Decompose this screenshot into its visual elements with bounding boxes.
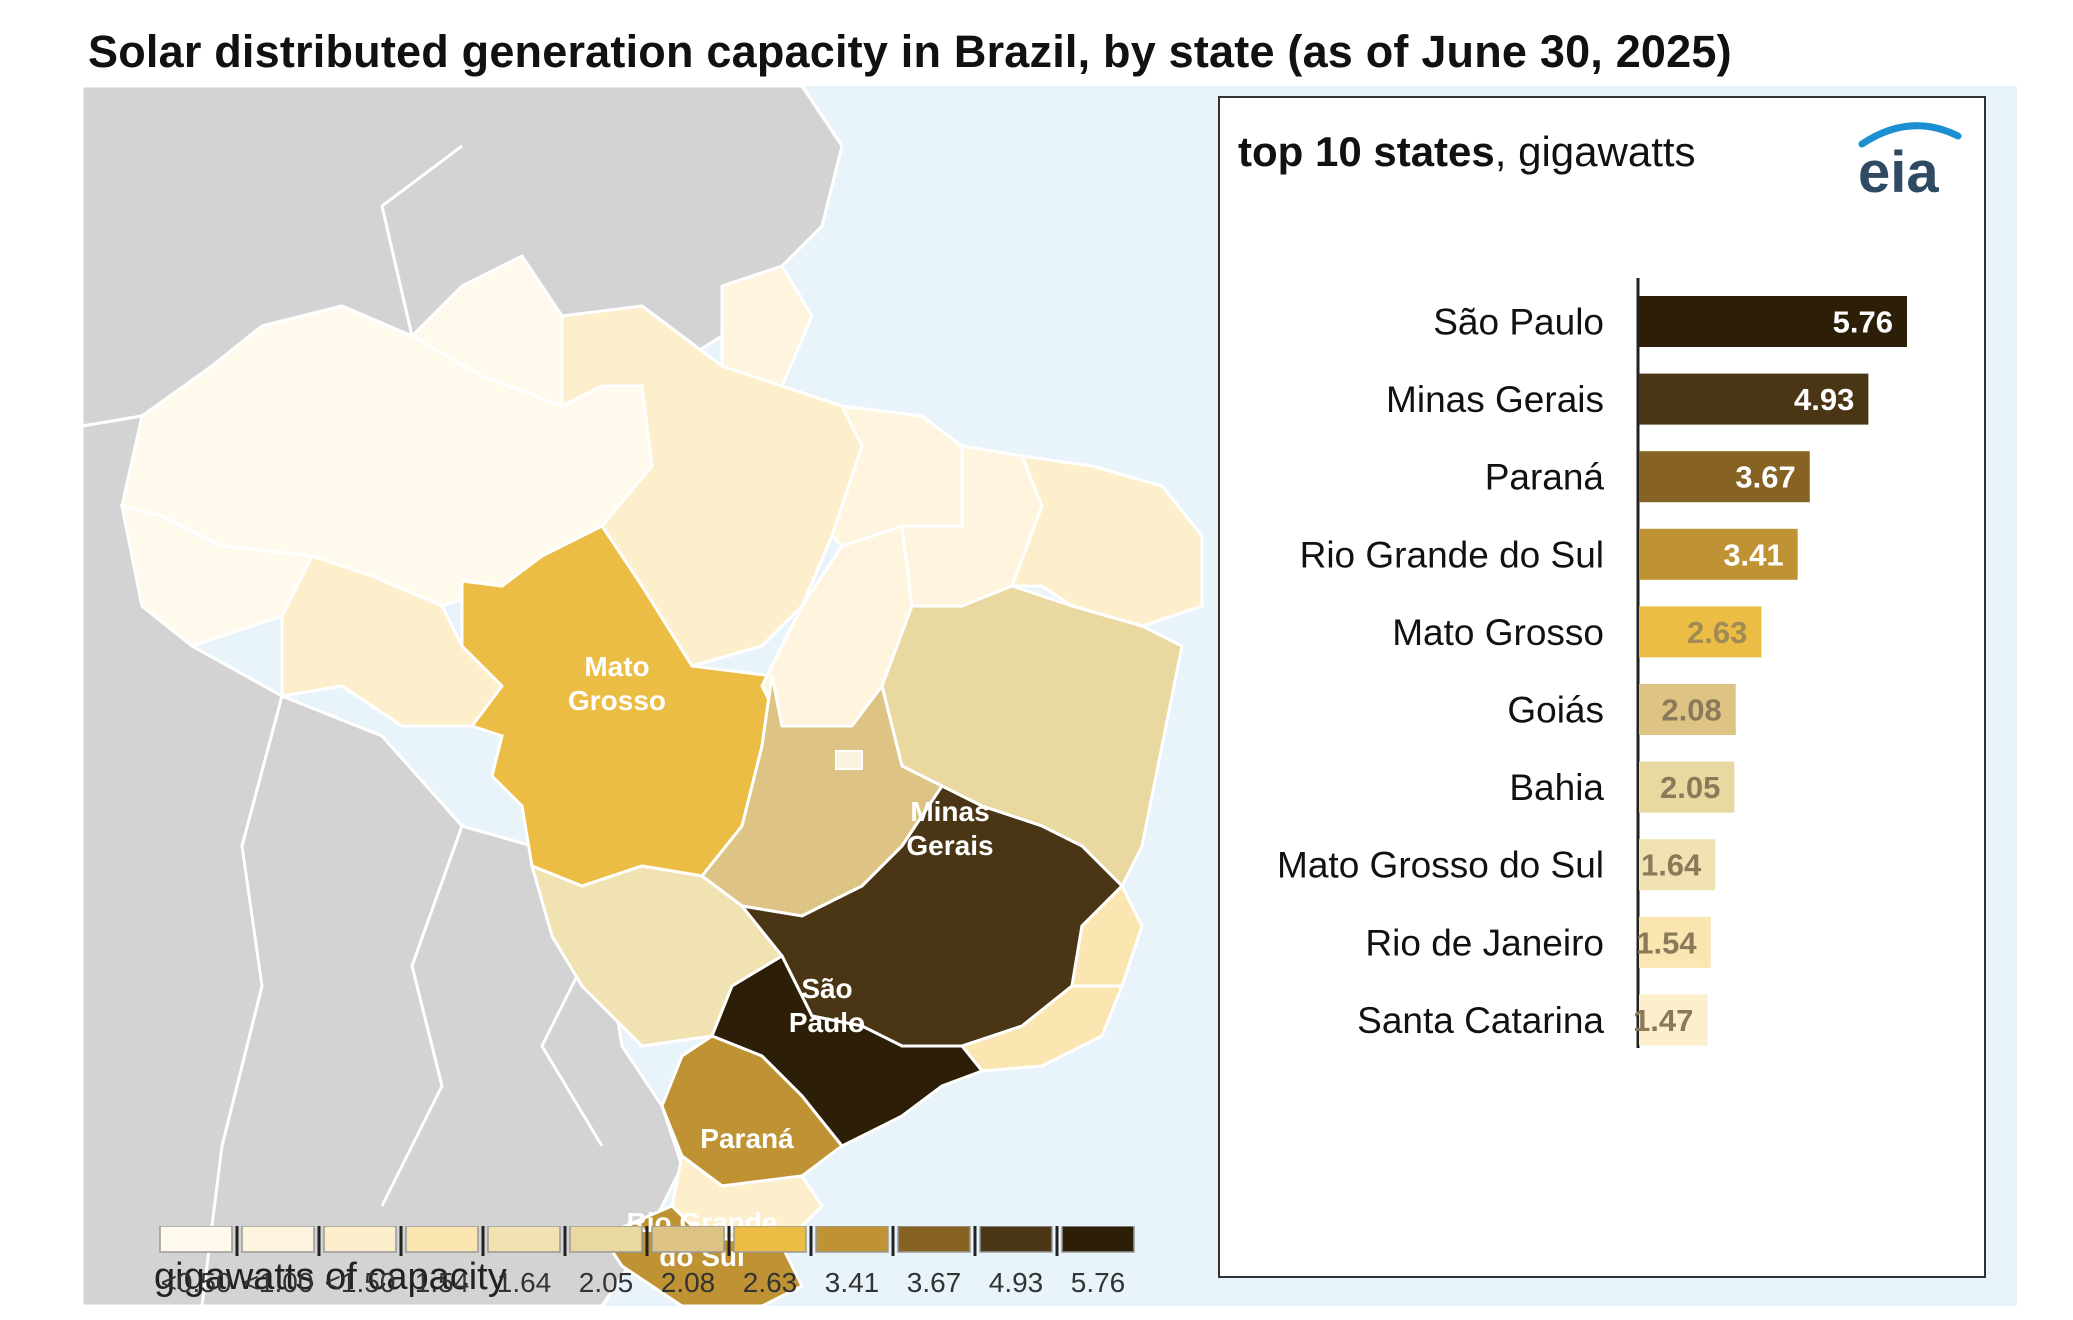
legend-swatch	[733, 1226, 807, 1253]
legend-label: 2.05	[579, 1267, 634, 1298]
legend-swatch	[569, 1226, 643, 1253]
map-legend: <0.50 <1.00 <1.50 1.54 1.64 2.05 2.08 2.63 3.41 3…	[159, 1226, 1135, 1298]
bar	[1639, 761, 1735, 813]
legend-swatch	[323, 1226, 397, 1253]
eia-logo-icon: eia	[1858, 122, 1962, 202]
legend-swatch	[979, 1226, 1053, 1253]
chart-heading: top 10 states, gigawatts	[1238, 128, 1696, 176]
bar-value-label: 3.41	[1723, 537, 1783, 572]
bar-value-label: 2.08	[1661, 693, 1721, 728]
bar	[1639, 684, 1736, 735]
legend-swatch	[897, 1226, 971, 1253]
bar-value-label: 1.54	[1636, 925, 1697, 960]
category-label: Mato Grosso do Sul	[1277, 845, 1604, 886]
bar	[1639, 994, 1708, 1046]
category-label: Bahia	[1509, 767, 1604, 808]
label-mato-grosso: Mato Grosso	[568, 651, 666, 716]
legend-swatch	[815, 1226, 889, 1253]
neighbor-country-border-1	[200, 695, 284, 1306]
bar-value-label: 5.76	[1833, 305, 1893, 340]
legend-label: <0.50	[161, 1267, 232, 1298]
category-label: São Paulo	[1433, 302, 1604, 343]
legend-swatch	[1061, 1226, 1135, 1253]
legend-swatch	[651, 1226, 725, 1253]
bar-chart-panel: top 10 states, gigawatts eia São Paulo 5.…	[1218, 96, 1986, 1278]
category-label: Rio Grande do Sul	[1300, 534, 1604, 575]
legend-swatch	[159, 1226, 233, 1253]
state-rio-de-janeiro	[959, 984, 1125, 1073]
brazil-map: Mato Grosso Minas Gerais São Paulo Paraná R…	[82, 86, 1204, 1306]
bar	[1639, 451, 1810, 503]
bar	[1639, 373, 1869, 425]
svg-text:eia: eia	[1858, 140, 1939, 202]
bar-value-label: 1.64	[1641, 848, 1702, 883]
legend-swatch	[241, 1226, 315, 1253]
legend-label: 2.63	[743, 1267, 798, 1298]
legend-label: 2.08	[661, 1267, 716, 1298]
legend-swatch	[487, 1226, 561, 1253]
state-espirito-santo	[1070, 883, 1144, 988]
chart-title: Solar distributed generation capacity in…	[88, 26, 1732, 77]
legend-label: 3.67	[907, 1267, 962, 1298]
federal-district	[835, 750, 863, 770]
label-parana: Paraná	[700, 1123, 794, 1154]
bar	[1639, 916, 1711, 968]
legend-title: gigawatts of capacity	[154, 1256, 507, 1298]
bar-value-label: 3.67	[1735, 460, 1795, 495]
bar-value-label: 2.05	[1660, 770, 1720, 805]
legend-label: 1.64	[497, 1267, 552, 1298]
state-parana	[660, 1034, 845, 1188]
label-minas-gerais: Minas Gerais	[906, 796, 993, 861]
category-label: Minas Gerais	[1386, 379, 1604, 420]
category-label: Paraná	[1485, 457, 1605, 498]
bar	[1639, 296, 1907, 347]
legend-swatch	[405, 1226, 479, 1253]
bar-value-label: 1.47	[1633, 1003, 1693, 1038]
neighbor-country-border-3	[380, 144, 463, 337]
category-label: Goiás	[1507, 690, 1604, 731]
legend-label: 4.93	[989, 1267, 1044, 1298]
bar	[1639, 839, 1716, 891]
bar-value-label: 4.93	[1794, 382, 1854, 417]
legend-label: 3.41	[825, 1267, 880, 1298]
legend-label: 1.54	[415, 1267, 470, 1298]
bar-chart: São Paulo 5.76 Minas Gerais 4.93 Paraná 3.67 R…	[1277, 278, 1907, 1048]
legend-label: 5.76	[1071, 1267, 1126, 1298]
bar	[1639, 528, 1798, 580]
bar-value-label: 2.63	[1687, 615, 1747, 650]
category-label: Santa Catarina	[1357, 1000, 1604, 1041]
state-amapa	[720, 264, 814, 388]
label-sao-paulo: São Paulo	[789, 973, 865, 1038]
legend-label: <1.00	[243, 1267, 314, 1298]
legend-label: <1.50	[325, 1267, 396, 1298]
chart-heading-bold: top 10 states	[1238, 128, 1495, 175]
chart-heading-rest: , gigawatts	[1494, 128, 1696, 175]
neighbor-country-border-2	[380, 825, 464, 1207]
bar	[1639, 606, 1762, 658]
category-label: Rio de Janeiro	[1365, 922, 1604, 963]
category-label: Mato Grosso	[1392, 612, 1604, 653]
